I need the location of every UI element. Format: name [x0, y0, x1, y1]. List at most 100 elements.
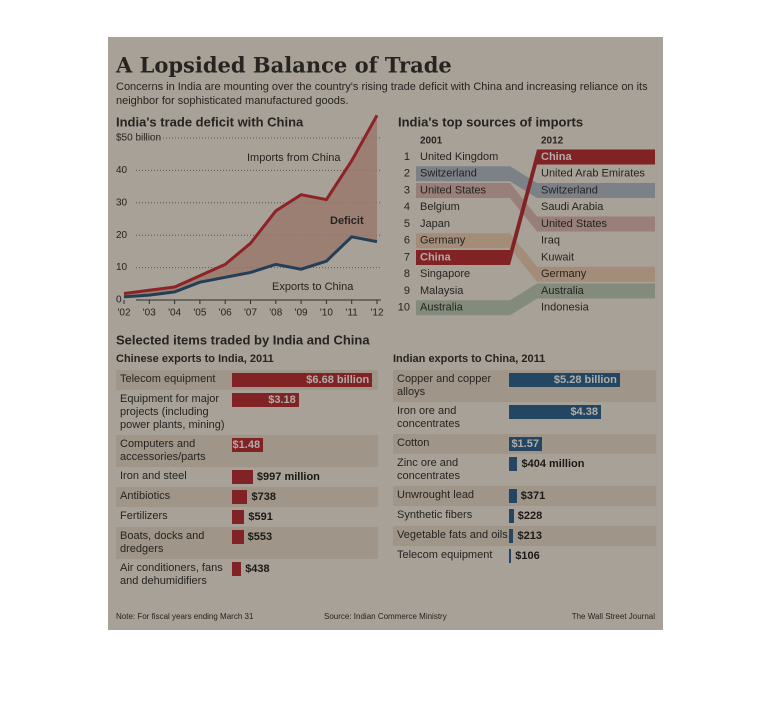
series-label: Imports from China	[247, 152, 341, 164]
rank-name: China	[541, 151, 572, 163]
value-label: $1.48	[232, 439, 261, 451]
x-tick-label: '07	[244, 308, 257, 319]
bar-label: Telecom equipment	[397, 549, 493, 561]
bar	[509, 509, 514, 523]
bar-label: Antibiotics	[120, 490, 171, 502]
title: A Lopsided Balance of Trade	[115, 53, 452, 78]
bar: $1.57	[509, 437, 542, 451]
source: Source: Indian Commerce Ministry	[324, 612, 447, 621]
bar-label: Copper and copper alloys	[397, 373, 492, 398]
value-label: $404 million	[521, 458, 585, 470]
bar-label: Computers and accessories/parts	[120, 438, 206, 463]
rank-name: United Kingdom	[420, 151, 498, 163]
bar-row: Telecom equipment $106	[393, 546, 656, 566]
bar	[509, 549, 512, 563]
bar-label: Air conditioners, fans and dehumidifiers	[120, 562, 223, 587]
value-label: $106	[515, 550, 540, 562]
rank-name: Germany	[541, 268, 587, 280]
rank-number: 2	[404, 168, 410, 180]
y-tick-label: 30	[116, 197, 128, 208]
rank-link	[416, 233, 655, 282]
x-tick-label: '09	[295, 308, 308, 319]
rank-name: Belgium	[420, 201, 460, 213]
column-label: 2012	[541, 136, 564, 147]
series-label: Exports to China	[272, 281, 354, 293]
rank-number: 7	[404, 251, 410, 263]
rank-name: Australia	[420, 302, 464, 314]
subtitle: Concerns in India are mounting over the …	[116, 81, 648, 107]
bar-row: Copper and copper alloys $5.28 billion	[393, 370, 656, 402]
rank-name: Japan	[420, 218, 450, 230]
y-tick-label: 40	[116, 165, 128, 176]
bar-label: Iron and steel	[120, 470, 187, 482]
rank-name: China	[420, 251, 451, 263]
value-label: $738	[251, 491, 276, 503]
rank-link	[416, 183, 655, 232]
value-label: $1.57	[511, 438, 539, 450]
value-label: $997 million	[256, 471, 320, 483]
deficit-area	[124, 115, 377, 297]
rank-name: Indonesia	[541, 302, 590, 314]
value-label: $3.18	[268, 394, 296, 406]
bar-row: Zinc ore and concentrates $404 million	[393, 454, 656, 486]
bar-row: Boats, docks and dredgers $553	[116, 527, 378, 559]
column-label: 2001	[420, 136, 443, 147]
rank-number: 10	[398, 302, 410, 314]
rank-link	[416, 149, 655, 265]
bar	[232, 530, 244, 544]
bar-row: Air conditioners, fans and dehumidifiers…	[116, 559, 378, 591]
x-tick-label: '10	[320, 308, 333, 319]
bar-label: Vegetable fats and oils	[397, 529, 508, 541]
value-label: $6.68 billion	[306, 374, 370, 386]
bar-row: Iron and steel $997 million	[116, 467, 378, 487]
y-tick-label: 0	[116, 295, 122, 306]
rank-link	[416, 283, 655, 316]
rank-name: Germany	[420, 235, 466, 247]
bar	[232, 510, 245, 524]
bar-label: Equipment for major projects (including …	[120, 393, 225, 431]
y-tick-label: $50 billion	[116, 133, 161, 144]
rank-name: United Arab Emirates	[541, 168, 645, 180]
bar	[232, 562, 242, 576]
y-tick-label: 20	[116, 230, 128, 241]
rank-number: 3	[404, 184, 410, 196]
bar-title: Chinese exports to India, 2011	[116, 353, 274, 365]
bar: $4.38	[509, 405, 601, 419]
x-tick-label: '02	[117, 308, 130, 319]
bar-label: Iron ore and concentrates	[397, 405, 460, 430]
rank-name: Singapore	[420, 268, 470, 280]
value-label: $553	[247, 531, 273, 543]
bar-label: Telecom equipment	[120, 373, 216, 385]
rank-number: 4	[404, 201, 410, 213]
bar-label: Cotton	[397, 437, 430, 449]
value-label: $371	[520, 490, 546, 502]
bar-row: Fertilizers $591	[116, 507, 378, 527]
rank-name: Kuwait	[541, 251, 574, 263]
bar-row: Synthetic fibers $228	[393, 506, 656, 526]
bar	[232, 470, 253, 484]
bar-row: Equipment for major projects (including …	[116, 390, 378, 435]
ranking-title: India's top sources of imports	[398, 114, 583, 129]
rank-number: 1	[404, 151, 410, 163]
bar	[509, 489, 517, 503]
series-line	[123, 114, 379, 296]
bar	[509, 457, 518, 471]
value-label: $591	[248, 511, 273, 523]
value-label: $4.38	[570, 406, 598, 418]
value-label: $5.28 billion	[553, 374, 617, 386]
rank-name: Malaysia	[420, 285, 464, 297]
bar-row: Unwrought lead $371	[393, 486, 656, 506]
x-tick-label: '06	[219, 308, 232, 319]
rank-number: 5	[404, 218, 410, 230]
bar-row: Iron ore and concentrates $4.38	[393, 402, 656, 434]
bar-title: Indian exports to China, 2011	[393, 353, 545, 365]
bar-row: Telecom equipment $6.68 billion	[116, 370, 378, 390]
rank-name: Saudi Arabia	[541, 201, 604, 213]
bar-label: Synthetic fibers	[397, 509, 473, 521]
bar	[509, 529, 514, 543]
bar: $1.48	[232, 438, 264, 452]
rank-name: Switzerland	[541, 184, 598, 196]
rank-name: United States	[420, 184, 487, 196]
